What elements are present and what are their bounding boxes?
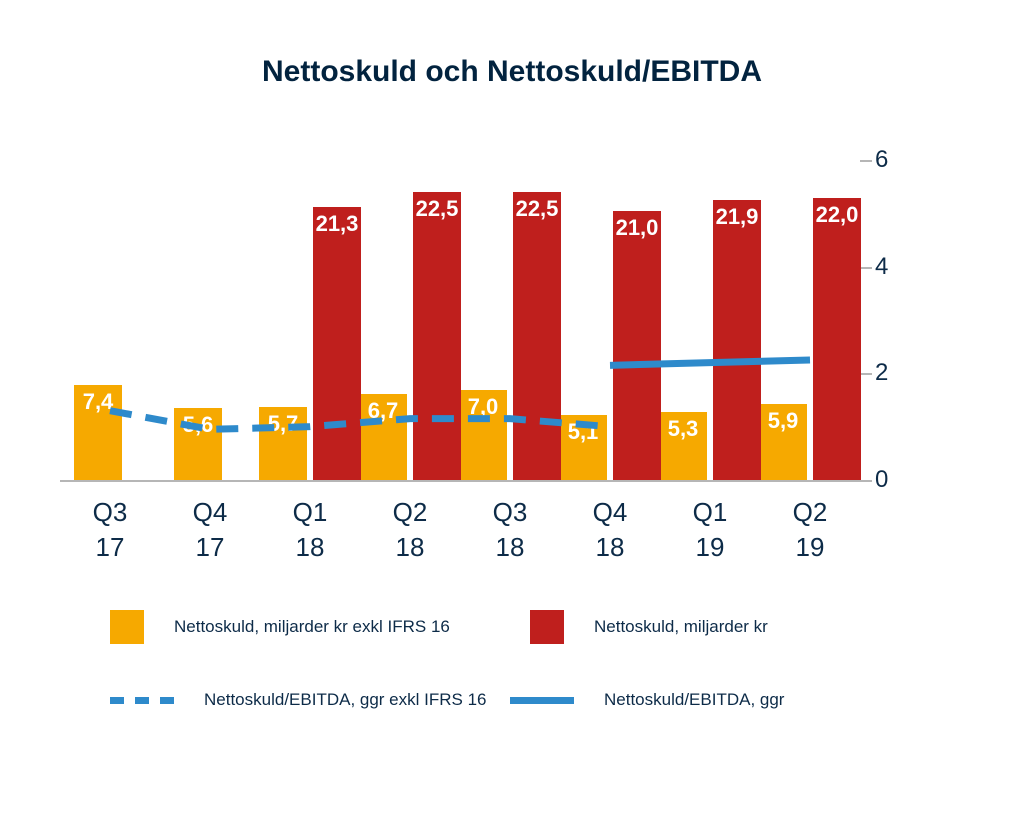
bar-red: 21,0: [613, 211, 661, 480]
bar-value-label: 5,6: [174, 412, 222, 438]
x-category-label: Q119: [660, 495, 760, 565]
bar-value-label: 5,9: [759, 408, 807, 434]
legend-label: Nettoskuld/EBITDA, ggr: [604, 690, 784, 710]
legend-swatch-solid: [510, 697, 574, 704]
x-category-label: Q118: [260, 495, 360, 565]
bar-value-label: 5,7: [259, 411, 307, 437]
x-category-label: Q218: [360, 495, 460, 565]
y-tick: 2: [875, 359, 915, 387]
bar-orange: 5,6: [174, 408, 222, 480]
y-tick: 6: [875, 146, 915, 174]
x-axis-baseline: [60, 480, 870, 482]
legend-swatch-dash: [110, 697, 174, 704]
bar-value-label: 6,7: [359, 398, 407, 424]
chart-container: { "title": "Nettoskuld och Nettoskuld/EB…: [0, 0, 1024, 837]
legend-swatch-orange: [110, 610, 144, 644]
bar-value-label: 7,0: [459, 394, 507, 420]
bar-orange: 7,0: [459, 390, 507, 480]
legend-item-line-dash: Nettoskuld/EBITDA, ggr exkl IFRS 16: [110, 690, 487, 710]
chart-title: Nettoskuld och Nettoskuld/EBITDA: [0, 55, 1024, 89]
bar-value-label: 21,9: [713, 204, 761, 230]
x-category-label: Q318: [460, 495, 560, 565]
legend-label: Nettoskuld, miljarder kr exkl IFRS 16: [174, 617, 450, 637]
y-tick: 4: [875, 253, 915, 281]
bar-orange: 5,9: [759, 404, 807, 480]
bar-orange: 6,7: [359, 394, 407, 480]
x-category-label: Q417: [160, 495, 260, 565]
bar-red: 21,3: [313, 207, 361, 480]
bar-orange: 7,4: [74, 385, 122, 480]
x-category-label: Q317: [60, 495, 160, 565]
bar-value-label: 22,5: [413, 196, 461, 222]
bar-value-label: 21,3: [313, 211, 361, 237]
bar-value-label: 7,4: [74, 389, 122, 415]
bar-red: 22,5: [513, 192, 561, 480]
legend-item-bars-orange: Nettoskuld, miljarder kr exkl IFRS 16: [110, 610, 450, 644]
legend-swatch-red: [530, 610, 564, 644]
x-category-label: Q418: [560, 495, 660, 565]
plot-area: 7,4 5,6 5,7 6,7 7,0 5,1 5,3 5,9 21,3 22,5 22,5 21,0…: [60, 160, 860, 480]
bar-value-label: 5,1: [559, 419, 607, 445]
bar-value-label: 22,0: [813, 202, 861, 228]
bar-orange: 5,7: [259, 407, 307, 480]
bar-orange: 5,1: [559, 415, 607, 480]
legend-label: Nettoskuld/EBITDA, ggr exkl IFRS 16: [204, 690, 487, 710]
y-tick: 0: [875, 466, 915, 494]
bar-value-label: 21,0: [613, 215, 661, 241]
bar-value-label: 5,3: [659, 416, 707, 442]
bar-red: 21,9: [713, 200, 761, 480]
legend-item-line-solid: Nettoskuld/EBITDA, ggr: [510, 690, 784, 710]
x-category-label: Q219: [760, 495, 860, 565]
bar-red: 22,0: [813, 198, 861, 480]
legend-label: Nettoskuld, miljarder kr: [594, 617, 768, 637]
bar-red: 22,5: [413, 192, 461, 480]
legend-item-bars-red: Nettoskuld, miljarder kr: [530, 610, 768, 644]
bar-orange: 5,3: [659, 412, 707, 480]
bar-value-label: 22,5: [513, 196, 561, 222]
